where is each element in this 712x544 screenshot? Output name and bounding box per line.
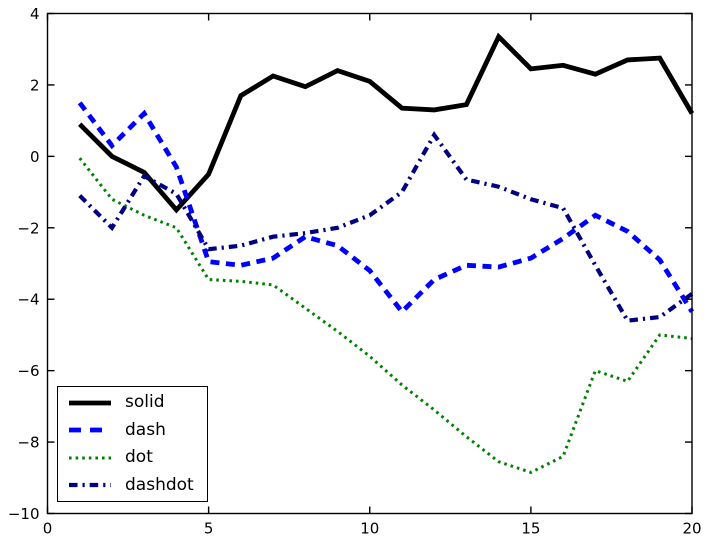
series-line-dashdot: [78, 131, 694, 323]
x-tick-label: 5: [204, 520, 214, 538]
legend-label-solid: solid: [125, 392, 165, 413]
legend-label-dash: dash: [125, 419, 166, 440]
y-tick-label: −8: [17, 434, 39, 452]
y-tick-label: 0: [30, 148, 40, 166]
legend-entry-dot: dot: [58, 444, 207, 471]
legend-swatch-solid: [69, 400, 111, 406]
series-line-dash: [77, 101, 695, 316]
legend-entry-dash: dash: [58, 417, 207, 444]
legend-swatch-dot: [69, 456, 111, 460]
y-tick-label: −4: [17, 291, 39, 309]
x-tick-label: 10: [360, 520, 379, 538]
x-tick-label: 20: [682, 520, 701, 538]
y-tick-label: −2: [17, 219, 39, 237]
y-tick-label: 2: [30, 76, 40, 94]
legend-label-dot: dot: [125, 447, 153, 468]
x-tick-label: 15: [521, 520, 540, 538]
series-line-dot: [78, 157, 693, 475]
y-tick-label: −10: [8, 505, 40, 523]
legend-entry-dashdot: dashdot: [58, 472, 207, 499]
x-tick-label: 0: [43, 520, 53, 538]
legend-entry-solid: solid: [58, 389, 207, 416]
legend-label-dashdot: dashdot: [125, 474, 194, 495]
series-line-solid: [78, 32, 695, 214]
y-tick-label: 4: [30, 5, 40, 23]
legend: solid dash dot dashdot: [57, 386, 208, 502]
legend-swatch-dash: [69, 427, 111, 433]
legend-swatch-dashdot: [69, 483, 111, 488]
y-tick-label: −6: [17, 362, 39, 380]
